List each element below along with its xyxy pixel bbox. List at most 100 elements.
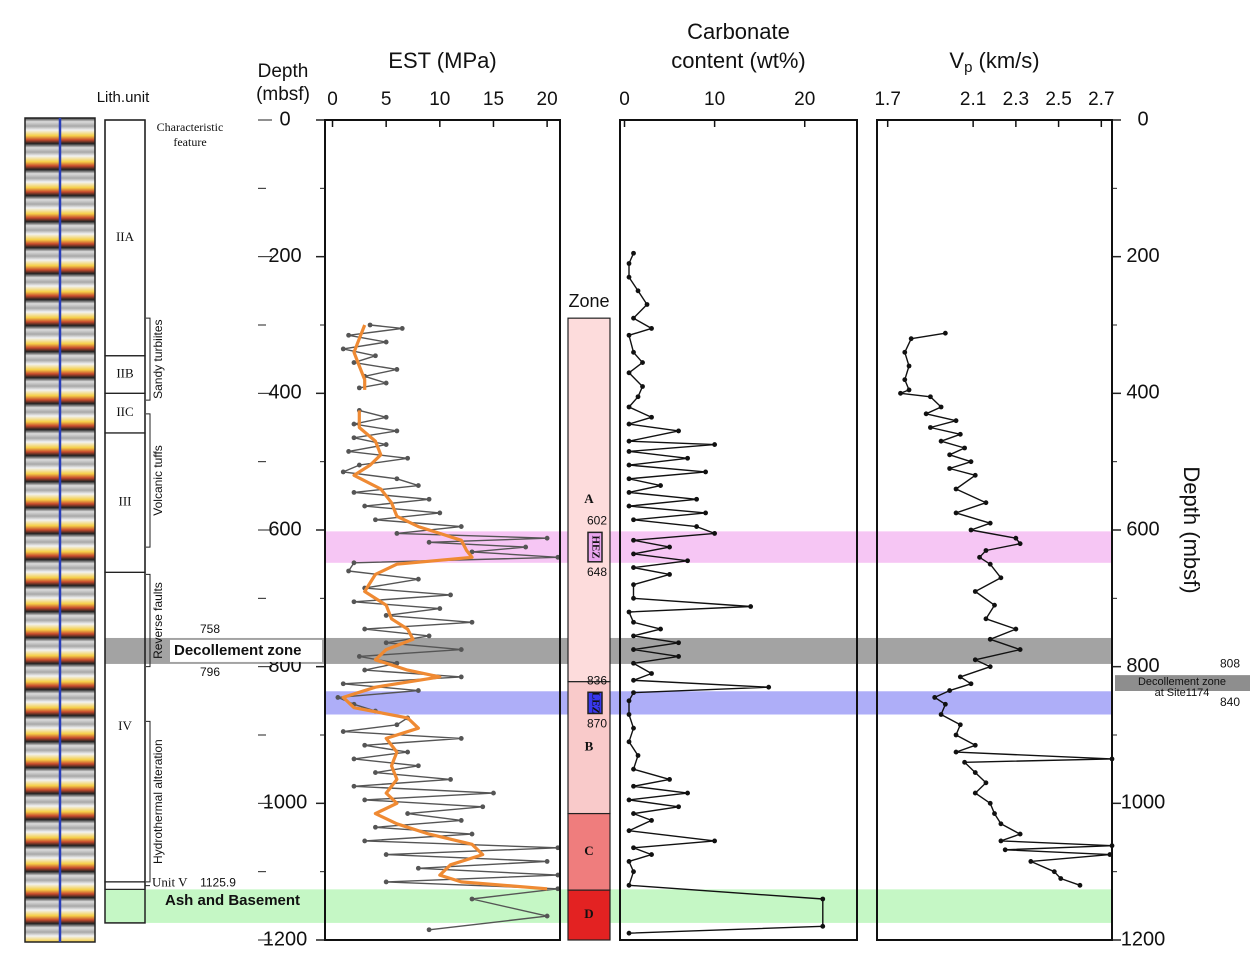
data-point	[631, 647, 636, 652]
data-point	[766, 684, 772, 690]
data-point	[947, 688, 953, 693]
data-point	[906, 363, 912, 369]
zone-box-depth: 602	[587, 514, 607, 528]
data-point	[676, 654, 681, 659]
data-point	[942, 330, 948, 336]
zone-box-label: LEZ	[589, 692, 601, 714]
data-point	[972, 770, 978, 775]
panel-title: Vp (km/s)	[949, 48, 1039, 76]
data-point	[405, 455, 411, 461]
x-tick-label: 0	[327, 89, 338, 110]
data-point	[362, 797, 368, 803]
data-point	[383, 380, 389, 386]
data-point	[676, 804, 681, 810]
x-tick-label: 10	[429, 89, 450, 110]
panel-frame	[324, 119, 561, 941]
data-point	[631, 677, 636, 683]
data-point	[626, 404, 632, 410]
x-tick-label: 0	[619, 89, 630, 110]
data-point	[820, 923, 826, 929]
data-point	[356, 385, 362, 391]
data-point	[340, 681, 346, 687]
x-tick-label: 20	[794, 89, 815, 110]
data-point	[631, 595, 636, 601]
data-point	[898, 390, 903, 396]
site-depth: 808	[1220, 656, 1240, 670]
data-point	[712, 838, 718, 844]
data-point	[635, 753, 641, 758]
data-point	[626, 609, 632, 615]
data-point	[635, 394, 641, 400]
band-label: Ash and Basement	[165, 892, 300, 909]
data-point	[992, 811, 997, 816]
data-point	[437, 510, 443, 516]
data-point	[640, 360, 645, 365]
data-point	[458, 736, 464, 741]
data-point	[415, 483, 421, 488]
data-point	[362, 626, 368, 632]
data-point	[1077, 882, 1083, 888]
data-point	[649, 414, 654, 420]
lith-outline	[104, 119, 146, 924]
data-point	[953, 510, 959, 516]
site-depth: 840	[1220, 695, 1240, 709]
lith-unit-label: III	[119, 494, 132, 509]
data-point	[649, 671, 654, 676]
data-point	[544, 859, 550, 864]
data-point	[748, 604, 754, 609]
site-label-bg	[1115, 675, 1250, 691]
data-point	[626, 797, 632, 803]
data-point	[458, 674, 464, 680]
data-point	[351, 490, 357, 495]
data-point	[469, 549, 475, 555]
data-point	[631, 250, 636, 256]
data-point	[972, 742, 978, 748]
depth-axis-title: (mbsf)	[256, 84, 310, 105]
feature-bracket	[146, 720, 151, 883]
depth-tick-label: 400	[1126, 382, 1159, 404]
data-point	[351, 756, 357, 762]
lith-unit-label: IIB	[116, 366, 134, 381]
depth-tick-label: 600	[268, 518, 301, 540]
data-point	[362, 742, 368, 748]
data-point	[626, 421, 632, 427]
data-point	[448, 592, 453, 598]
data-point	[676, 640, 681, 646]
data-point	[626, 449, 632, 454]
data-point	[685, 558, 690, 564]
zone-box	[587, 531, 603, 563]
data-point	[383, 640, 389, 646]
feature-bracket	[146, 573, 151, 668]
panel-title-part: p	[964, 59, 972, 76]
data-point	[712, 531, 718, 536]
data-point	[394, 367, 400, 372]
data-point	[902, 349, 908, 355]
data-point	[367, 322, 373, 328]
data-point	[544, 535, 550, 541]
depth-axis-title: Depth (mbsf)	[1179, 466, 1204, 593]
data-point	[631, 551, 636, 557]
data-point	[399, 326, 405, 331]
feature-bracket	[146, 413, 151, 548]
data-point	[631, 811, 636, 816]
data-point	[932, 695, 938, 700]
data-point	[992, 602, 997, 608]
depth-tick-label: 0	[279, 108, 290, 130]
data-point	[340, 346, 346, 352]
data-point	[415, 763, 421, 769]
data-point	[373, 353, 378, 359]
data-point	[923, 411, 929, 417]
x-tick-label: 2.5	[1045, 89, 1071, 110]
data-point	[962, 759, 967, 765]
data-point	[426, 539, 432, 545]
data-point	[953, 486, 959, 492]
data-point	[998, 838, 1004, 844]
band-depth: 758	[200, 622, 220, 636]
data-point	[953, 749, 959, 755]
data-point	[626, 503, 632, 509]
data-point	[480, 804, 486, 810]
data-point	[957, 722, 963, 728]
data-point	[373, 517, 378, 523]
data-point	[820, 896, 826, 902]
panel-frame	[619, 119, 858, 941]
